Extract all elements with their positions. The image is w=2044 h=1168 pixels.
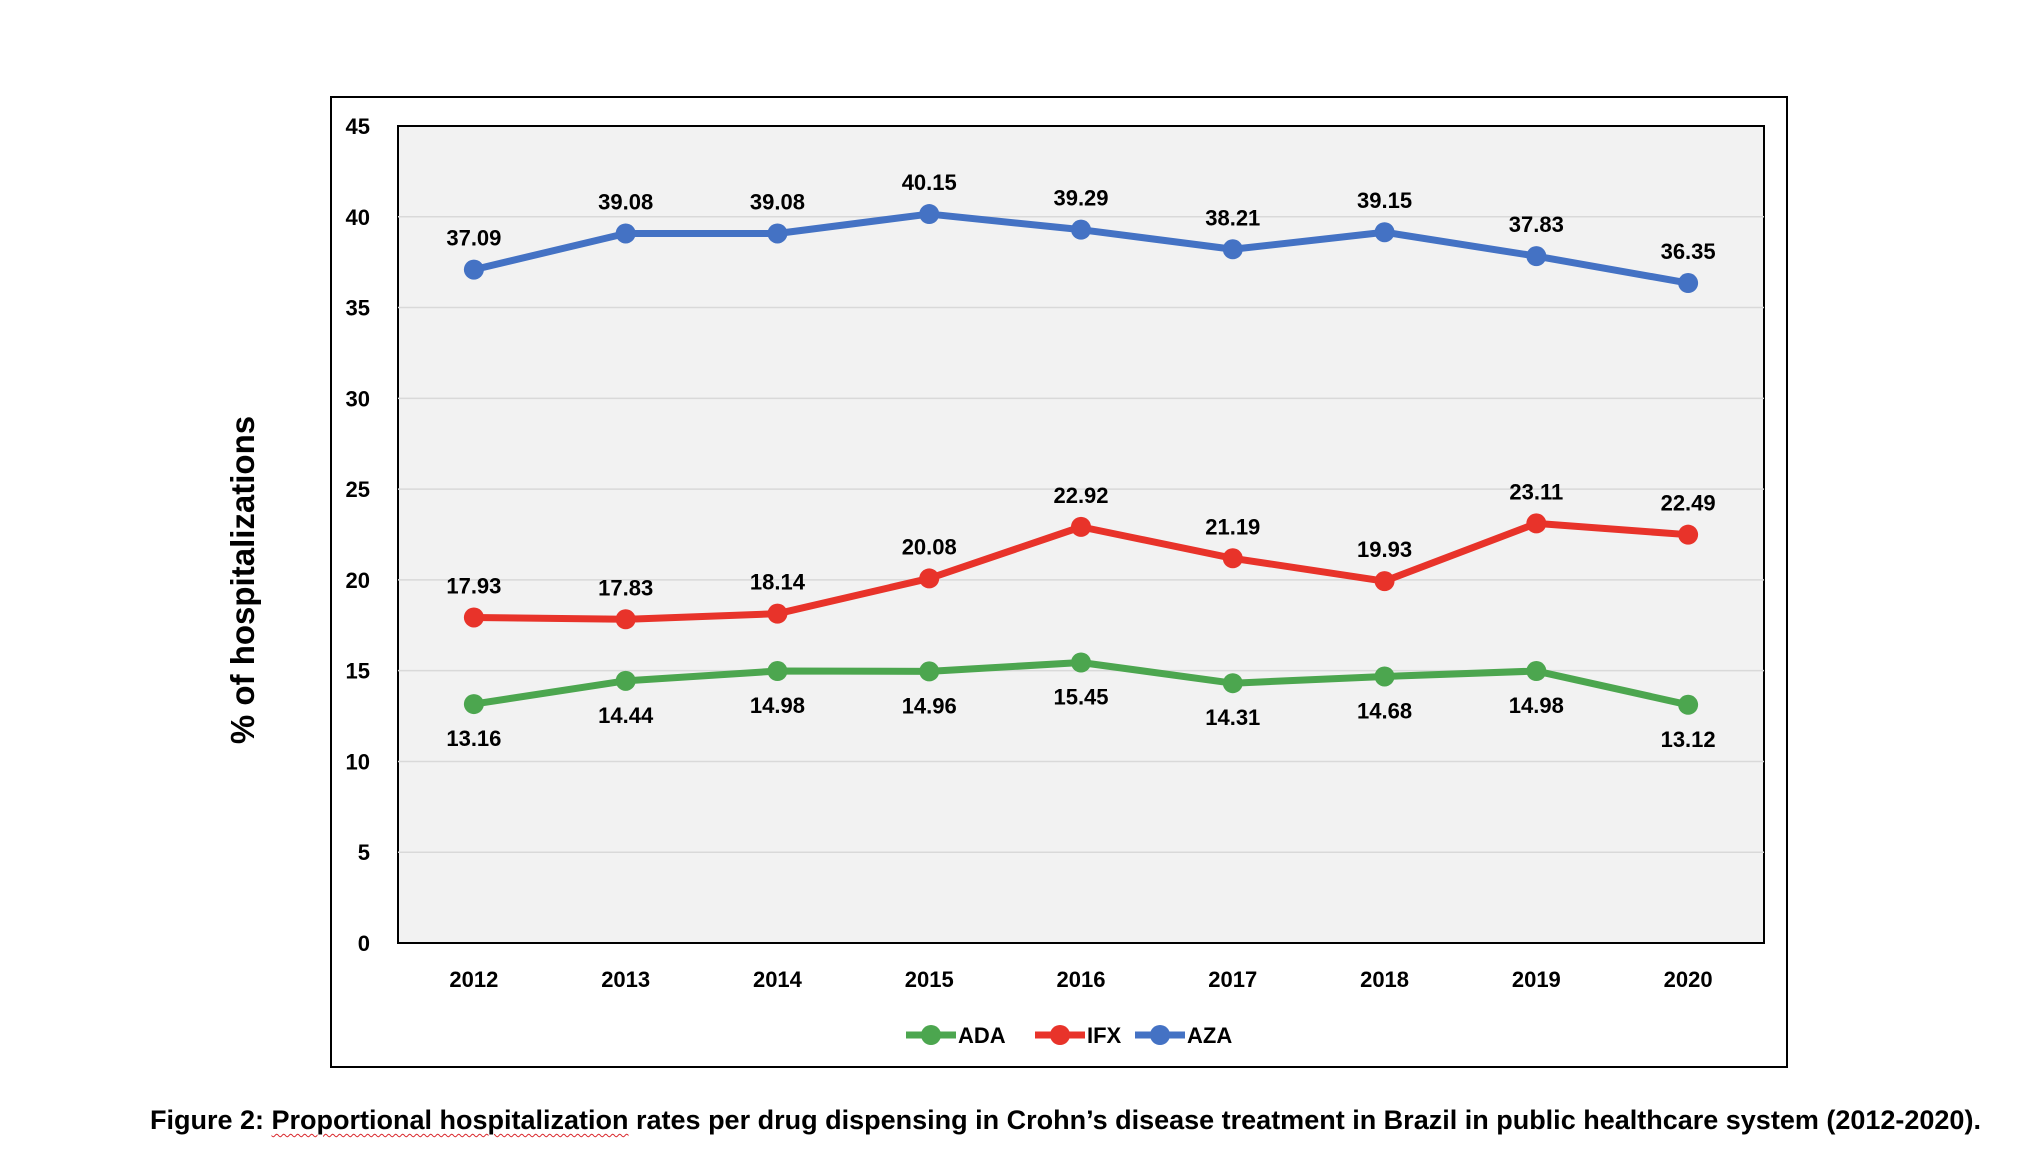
point-ifx [1374, 571, 1395, 592]
x-axis-ticks: 2012 2013 2014 2015 2016 2017 2018 2019 2020 [449, 967, 1712, 992]
y-tick-label: 15 [346, 659, 370, 684]
data-label-ada: 13.16 [446, 726, 501, 751]
legend-marker-aza [1150, 1025, 1170, 1045]
data-label-ada: 14.96 [902, 693, 957, 718]
data-label-aza: 38.21 [1205, 205, 1260, 230]
data-label-ada: 14.31 [1205, 705, 1260, 730]
x-tick-label: 2017 [1208, 967, 1257, 992]
data-label-aza: 36.35 [1661, 239, 1716, 264]
y-tick-label: 20 [346, 568, 370, 593]
series [463, 204, 1699, 715]
y-tick-label: 0 [358, 931, 370, 956]
y-tick-label: 35 [346, 296, 370, 321]
point-ifx [1071, 516, 1091, 537]
y-tick-label: 25 [346, 477, 370, 502]
y-tick-label: 30 [346, 386, 370, 411]
caption-prefix: Figure 2: [150, 1105, 272, 1135]
data-label-ada: 14.68 [1357, 698, 1412, 723]
point-ifx [1222, 548, 1243, 569]
point-ada [463, 694, 484, 715]
point-ada [1374, 666, 1395, 687]
point-ada [615, 670, 636, 691]
data-label-ifx: 20.08 [902, 534, 957, 559]
data-label-ada: 15.45 [1053, 684, 1108, 709]
legend: ADA IFX AZA [906, 1023, 1232, 1048]
data-label-ifx: 17.93 [446, 573, 501, 598]
point-ifx [767, 603, 788, 624]
y-tick-label: 10 [346, 749, 370, 774]
x-tick-label: 2020 [1664, 967, 1713, 992]
data-label-aza: 39.29 [1053, 186, 1108, 211]
y-tick-label: 5 [358, 840, 370, 865]
point-aza [615, 223, 636, 244]
point-aza [1678, 273, 1699, 294]
point-ada [919, 661, 940, 682]
point-ifx [1526, 513, 1547, 534]
data-label-ada: 13.12 [1661, 727, 1716, 752]
data-label-aza: 40.15 [902, 170, 957, 195]
legend-label-ada: ADA [958, 1023, 1006, 1048]
figure-caption: Figure 2: Proportional hospitalization r… [150, 1105, 2030, 1136]
caption-suffix: rates per drug dispensing in Crohn’s dis… [628, 1105, 1981, 1135]
data-label-ifx: 18.14 [750, 570, 806, 595]
legend-label-aza: AZA [1187, 1023, 1232, 1048]
data-label-ifx: 22.49 [1661, 491, 1716, 516]
caption-underlined: Proportional hospitalization [271, 1105, 629, 1135]
point-aza [1374, 222, 1395, 243]
y-axis-ticks: 0 5 10 15 20 25 30 35 40 45 [346, 114, 370, 956]
point-aza [767, 223, 788, 244]
legend-marker-ada [921, 1025, 941, 1045]
x-tick-label: 2016 [1057, 967, 1106, 992]
point-aza [1526, 246, 1547, 267]
point-aza [919, 204, 940, 225]
point-ada [1678, 694, 1699, 715]
point-ada [1526, 661, 1547, 682]
data-label-ifx: 17.83 [598, 575, 653, 600]
data-label-aza: 37.09 [446, 226, 501, 251]
y-tick-label: 45 [346, 114, 370, 139]
x-tick-label: 2012 [449, 967, 498, 992]
point-ifx [919, 568, 940, 589]
data-labels: 13.16 14.44 14.98 14.96 15.45 14.31 14.68 14.98… [446, 170, 1715, 752]
x-tick-label: 2019 [1512, 967, 1561, 992]
point-ada [1071, 652, 1091, 673]
data-label-aza: 39.08 [598, 189, 653, 214]
data-label-aza: 37.83 [1509, 212, 1564, 237]
point-ifx [1678, 524, 1699, 545]
data-label-ifx: 19.93 [1357, 537, 1412, 562]
point-ada [767, 661, 788, 682]
data-label-aza: 39.08 [750, 189, 805, 214]
data-label-aza: 39.15 [1357, 188, 1412, 213]
data-label-ada: 14.98 [750, 693, 805, 718]
point-ifx [615, 609, 636, 630]
y-tick-label: 40 [346, 205, 370, 230]
data-label-ifx: 23.11 [1509, 479, 1563, 504]
point-aza [1071, 219, 1091, 240]
x-tick-label: 2015 [905, 967, 954, 992]
legend-marker-ifx [1050, 1025, 1070, 1045]
data-label-ada: 14.44 [598, 703, 654, 728]
x-tick-label: 2014 [753, 967, 803, 992]
legend-label-ifx: IFX [1087, 1023, 1122, 1048]
data-label-ifx: 21.19 [1205, 514, 1260, 539]
y-axis-label: % of hospitalizations [224, 416, 261, 744]
point-aza [1222, 239, 1243, 260]
data-label-ada: 14.98 [1509, 693, 1564, 718]
data-label-ifx: 22.92 [1053, 483, 1108, 508]
point-ifx [463, 607, 484, 628]
x-tick-label: 2018 [1360, 967, 1409, 992]
point-ada [1222, 673, 1243, 694]
point-aza [463, 259, 484, 280]
x-tick-label: 2013 [601, 967, 650, 992]
